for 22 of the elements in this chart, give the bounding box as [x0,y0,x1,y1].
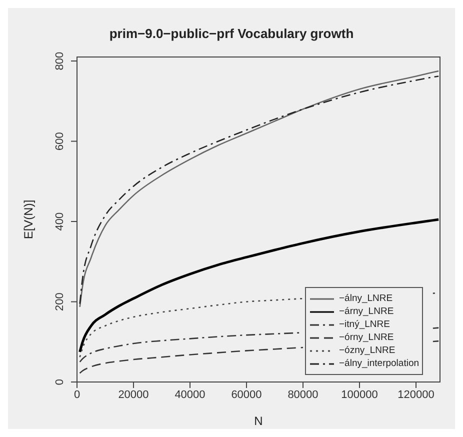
legend-label: −ózny_LNRE [339,345,396,356]
legend-label: −órny_LNRE [339,332,394,343]
x-tick-label: 80000 [288,388,318,401]
y-tick-label: 600 [54,132,66,150]
y-tick-label: 400 [54,212,66,231]
x-tick-label: 40000 [174,388,206,401]
y-tick-label: 800 [54,52,66,70]
x-axis-title: N [254,414,263,428]
legend-label: −álny_interpolation [339,358,420,369]
chart-title: prim−9.0−public−prf Vocabulary growth [108,26,355,41]
x-tick-label: 20000 [118,388,149,401]
y-axis-title: E[V(N)] [21,200,36,240]
line-series [78,218,440,354]
x-tick-label: 60000 [231,388,262,401]
legend-label: −itný_LNRE [339,319,390,330]
legend-label: −árny_LNRE [339,306,394,317]
legend-label: −álny_LNRE [339,293,393,304]
x-tick-label: 100000 [341,388,378,401]
x-tick-label: 0 [74,388,80,401]
y-tick-label: 0 [54,378,66,386]
x-tick-label: 120000 [398,388,434,401]
y-tick-label: 200 [54,292,66,311]
